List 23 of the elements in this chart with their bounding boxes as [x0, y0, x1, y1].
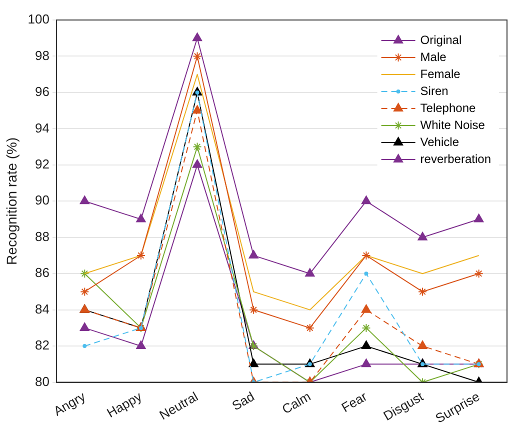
y-tick-label: 82: [35, 338, 50, 353]
y-tick-label: 94: [35, 120, 50, 136]
legend-label: Vehicle: [420, 134, 460, 149]
y-tick-label: 98: [35, 48, 50, 63]
y-tick-label: 88: [35, 228, 50, 244]
legend-label: Male: [420, 50, 447, 64]
legend-label: Siren: [420, 84, 448, 98]
legend-label: Original: [420, 32, 462, 47]
y-tick-label: 92: [35, 156, 50, 172]
x-tick-label: Fear: [338, 388, 370, 416]
x-tick-label: Sad: [229, 388, 257, 414]
y-tick-label: 90: [35, 192, 50, 208]
y-axis-title: Recognition rate (%): [3, 137, 20, 265]
y-tick-label: 80: [35, 374, 50, 389]
legend-label: Female: [420, 66, 461, 81]
y-tick-label: 84: [35, 301, 50, 316]
legend-label: reverberation: [420, 152, 492, 166]
legend-label: White Noise: [420, 118, 486, 132]
y-tick-label: 100: [28, 12, 50, 27]
legend-label: Telephone: [420, 100, 476, 115]
y-tick-label: 86: [35, 265, 50, 280]
y-tick-label: 96: [35, 84, 50, 100]
x-tick-label: Calm: [279, 388, 314, 417]
